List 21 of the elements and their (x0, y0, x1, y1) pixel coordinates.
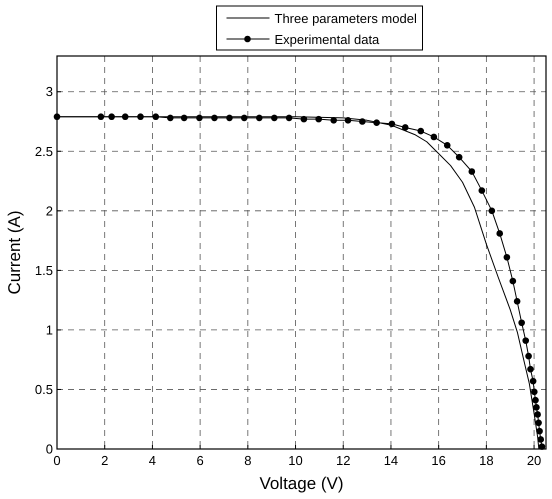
x-tick-label: 10 (288, 453, 303, 468)
x-tick-label: 2 (101, 453, 108, 468)
y-tick-label: 1.5 (34, 262, 53, 278)
y-tick-label: 1 (46, 322, 53, 338)
x-tick-label: 18 (479, 453, 494, 468)
legend-label: Experimental data (274, 32, 380, 47)
y-tick-label: 0.5 (34, 382, 53, 397)
y-axis-title: Current (A) (5, 210, 24, 295)
x-tick-label: 16 (431, 453, 446, 468)
x-tick-label: 14 (384, 453, 398, 468)
y-tick-label: 2 (46, 203, 53, 218)
x-tick-label: 8 (244, 453, 252, 468)
legend-label: Three parameters model (274, 11, 417, 26)
y-tick-label: 2.5 (34, 144, 53, 159)
x-tick-label: 6 (196, 453, 204, 468)
y-tick-label: 3 (46, 84, 53, 100)
x-tick-label: 12 (336, 453, 350, 468)
x-axis-title: Voltage (V) (259, 474, 344, 493)
x-tick-label: 4 (148, 453, 156, 468)
y-tick-label: 0 (46, 442, 53, 456)
x-tick-label: 20 (526, 453, 542, 468)
